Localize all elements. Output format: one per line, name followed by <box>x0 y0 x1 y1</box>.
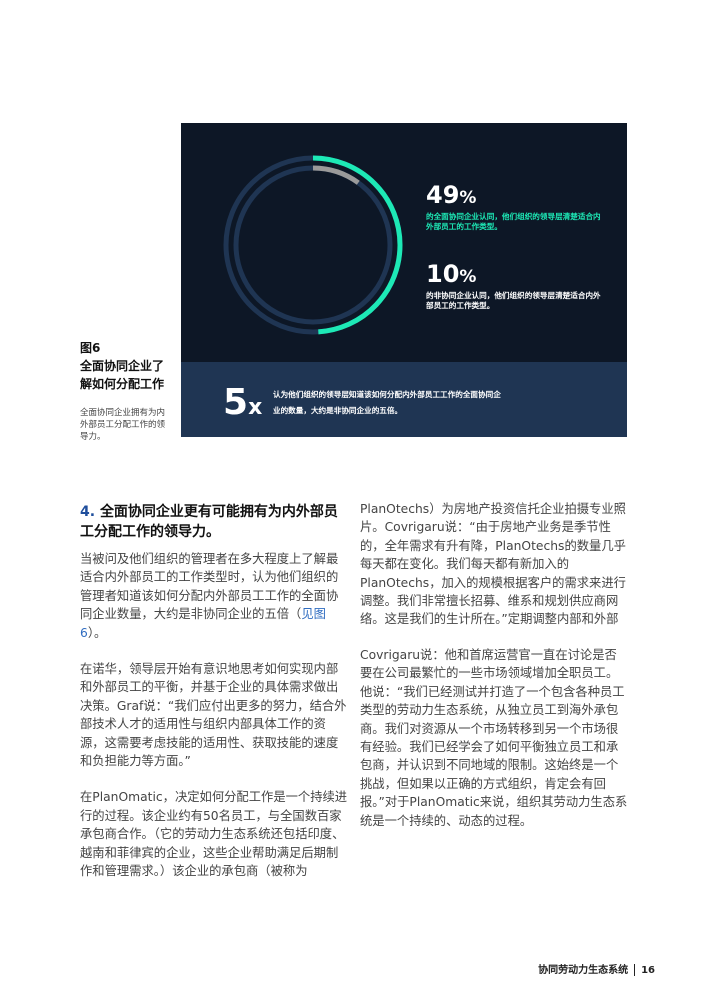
paragraph-text: 在PlanOmatic，决定如何分配工作是一个持续进行的过程。该企业约有50名员… <box>80 790 348 879</box>
stat-unit: % <box>459 188 477 208</box>
figure-link[interactable]: 见图6 <box>80 607 326 640</box>
page-footer: 协同劳动力生态系统 16 <box>538 961 655 976</box>
stat-unit: x <box>248 395 263 420</box>
stat-caption: 的全面协同企业认同，他们组织的领导层清楚适合内外部员工的工作类型。 <box>426 212 601 231</box>
stat-unit: % <box>459 267 477 287</box>
stat-value: 10 <box>426 260 460 288</box>
arc-10-percent <box>233 165 393 325</box>
section-heading-text: 全面协同企业更有可能拥有为内外部员工分配工作的领导力。 <box>80 504 338 540</box>
figure-caption: 全面协同企业拥有为内外部员工分配工作的领导力。 <box>80 408 166 442</box>
section-number: 4. <box>80 504 96 520</box>
stat-10: 10% 的非协同企业认同，他们组织的领导层清楚适合内外部员工的工作类型。 <box>426 260 601 311</box>
inner-ring-track <box>233 165 393 325</box>
right-column: 在PlanOmatic，决定如何分配工作是一个持续进行的过程。该企业约有50名员… <box>360 500 628 848</box>
paragraph-text: ）。 <box>87 625 107 640</box>
ring-chart <box>223 155 403 335</box>
stat-value: 5 <box>223 382 249 423</box>
figure-panel: 49% 的全面协同企业认同，他们组织的领导层清楚适合内外部员工的工作类型。 10… <box>181 123 627 437</box>
section-heading: 4. 全面协同企业更有可能拥有为内外部员工分配工作的领导力。 <box>80 502 348 542</box>
paragraph: Covrigaru说：他和首席运营官一直在讨论是否要在公司最繁忙的一些市场领域增… <box>360 648 628 828</box>
footer-title: 协同劳动力生态系统 <box>538 965 629 976</box>
paragraph: 在PlanOmatic，决定如何分配工作是一个持续进行的过程。该企业约有50名员… <box>80 788 348 880</box>
paragraph: 当被问及他们组织的管理者在多大程度上了解最适合内外部员工的工作类型时，认为他们组… <box>80 550 348 642</box>
stat-caption: 认为他们组织的领导层知道该如何分配内外部员工工作的全面协同企业的数量，大约是非协… <box>273 390 501 415</box>
figure-number: 图6 <box>80 341 101 355</box>
left-column: 4. 全面协同企业更有可能拥有为内外部员工分配工作的领导力。 当被问及他们组织的… <box>80 502 348 898</box>
stat-caption: 的非协同企业认同，他们组织的领导层清楚适合内外部员工的工作类型。 <box>426 291 601 310</box>
paragraph-text: 当被问及他们组织的管理者在多大程度上了解最适合内外部员工的工作类型时，认为他们组… <box>80 552 339 622</box>
page-number: 16 <box>641 965 655 976</box>
figure-label: 图6 全面协同企业了解如何分配工作 全面协同企业拥有为内外部员工分配工作的领导力… <box>80 339 172 443</box>
paragraph-continued: 在PlanOmatic，决定如何分配工作是一个持续进行的过程。该企业约有50名员… <box>360 500 628 628</box>
stat-5x: 5x <box>223 382 262 423</box>
stat-value: 49 <box>426 181 460 209</box>
stat-49: 49% 的全面协同企业认同，他们组织的领导层清楚适合内外部员工的工作类型。 <box>426 181 601 232</box>
stat-band: 5x 认为他们组织的领导层知道该如何分配内外部员工工作的全面协同企业的数量，大约… <box>181 362 627 437</box>
arc-49-percent <box>223 155 403 335</box>
divider <box>634 964 636 976</box>
paragraph-text: 在PlanOmatic，决定如何分配工作是一个持续进行的过程。该企业约有50名员… <box>360 502 626 627</box>
paragraph: 在诺华，领导层开始有意识地思考如何实现内部和外部员工的平衡，并基于企业的具体需求… <box>80 662 347 769</box>
figure-title: 全面协同企业了解如何分配工作 <box>80 359 165 391</box>
